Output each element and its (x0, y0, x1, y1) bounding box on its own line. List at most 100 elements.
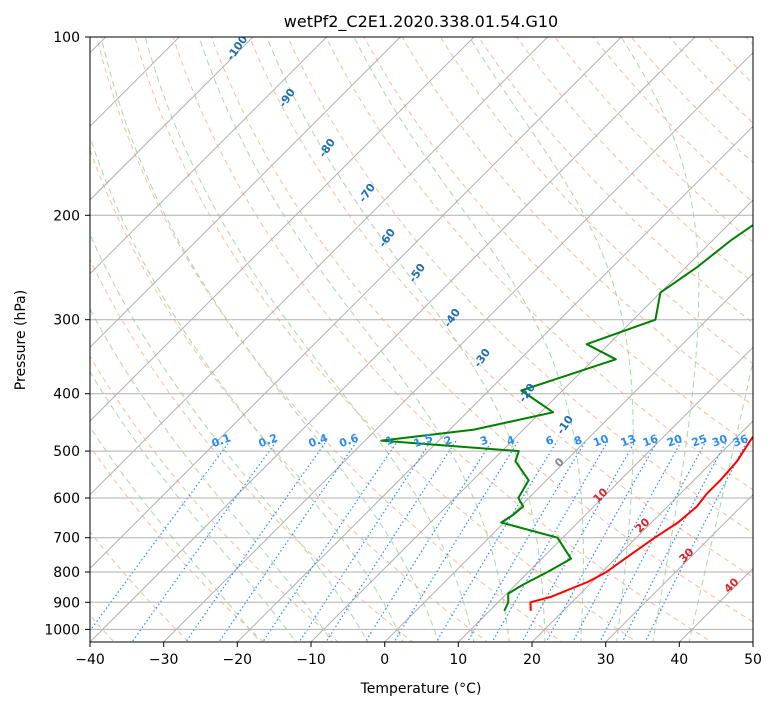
background-lines (0, 10, 775, 654)
dry-adiabat-line (248, 37, 753, 578)
mixing-ratio-label: 4 (505, 433, 517, 448)
moist-adiabat-label: 20 (633, 515, 653, 535)
mixing-ratio-line (90, 440, 231, 632)
dry-adiabat-line (210, 37, 753, 623)
moist-adiabat-label: 30 (677, 545, 697, 565)
isotherm-line (90, 37, 254, 201)
y-tick-label: 600 (53, 491, 80, 507)
mixing-ratio-line (131, 440, 278, 642)
x-tick-label: 30 (597, 652, 615, 668)
mixing-ratio-label: 1 (384, 433, 396, 448)
y-tick-label: 200 (53, 208, 80, 224)
dry-adiabat-line (287, 37, 753, 534)
mixing-ratio-line (466, 440, 587, 642)
isotherm-line (531, 420, 753, 642)
isotherm-line (90, 37, 181, 128)
sounding-line (380, 223, 753, 612)
mixing-ratio-line (644, 440, 748, 642)
isotherm-line (0, 10, 59, 654)
y-axis: 100 200 300 400 500 600 700 800 900 1000 (44, 30, 90, 638)
mixing-ratio-label: 20 (665, 432, 684, 450)
mixing-ratio-label: 13 (619, 432, 638, 449)
mixing-ratio-label: 2 (442, 433, 454, 448)
dry-adiabat-line (516, 37, 753, 284)
x-tick-label: −10 (296, 652, 326, 668)
moist-adiabat-line (90, 426, 261, 642)
moist-adiabat-line (90, 232, 369, 642)
y-tick-label: 100 (53, 30, 80, 46)
moist-adiabat-line (90, 370, 297, 642)
moist-adiabat-line (353, 37, 584, 642)
moist-adiabat-line (688, 358, 753, 642)
x-tick-label: 50 (744, 652, 762, 668)
dry-adiabat-line (401, 37, 753, 406)
isotherm-line (90, 37, 402, 349)
dry-adiabat-line (592, 37, 753, 203)
dry-adiabat-line (90, 148, 489, 642)
y-tick-label: 700 (53, 531, 80, 547)
isotherm-line (90, 37, 328, 275)
isotherm-line (752, 641, 753, 642)
x-tick-label: −40 (75, 652, 105, 668)
mixing-ratio-label: 10 (591, 432, 610, 450)
mixing-ratio-line (621, 440, 728, 642)
dry-adiabat-line (668, 37, 753, 124)
mixing-ratio-line (491, 440, 609, 642)
mixing-ratio-line (262, 440, 399, 642)
dry-adiabat-line (90, 445, 265, 642)
dry-adiabat-line (745, 37, 753, 46)
mixing-ratio-line (298, 440, 432, 642)
dry-adiabat-line (478, 37, 753, 324)
dry-adiabat-label: -60 (376, 226, 398, 250)
dry-adiabat-label: -30 (471, 346, 493, 370)
dry-adiabat-label: -40 (441, 306, 463, 330)
dry-adiabat-label: -90 (276, 86, 298, 110)
mixing-ratio-label: 6 (544, 433, 556, 448)
mixing-ratio-line (545, 440, 659, 642)
y-tick-label: 1000 (44, 622, 80, 638)
x-tick-label: 20 (523, 652, 541, 668)
dry-adiabat-line (90, 355, 339, 642)
mixing-ratio-line (572, 440, 683, 642)
series-layer (380, 223, 753, 612)
dry-adiabat-line (439, 37, 753, 365)
mixing-ratio-label: 0.6 (338, 431, 361, 450)
plot-frame (89, 36, 754, 643)
mixing-ratio-line (325, 440, 457, 642)
dry-adiabat-line (134, 37, 638, 642)
isotherm-line (310, 199, 753, 642)
dry-adiabat-line (96, 37, 564, 642)
moist-adiabat-line (469, 37, 634, 642)
mixing-ratio-label: 0.1 (210, 431, 233, 450)
x-axis: −40 −30 −20 −10 0 10 20 30 40 50 (75, 642, 762, 668)
y-tick-label: 500 (53, 444, 80, 460)
x-tick-label: 40 (670, 652, 688, 668)
moist-adiabat-line (620, 37, 700, 642)
dry-adiabat-label: -50 (406, 261, 428, 285)
mixing-ratio-label: 25 (690, 432, 709, 449)
y-axis-label: Pressure (hPa) (13, 290, 29, 390)
dry-adiabat-line (363, 37, 753, 448)
isotherm-line (162, 51, 753, 642)
moist-adiabat-line (100, 37, 440, 642)
mixing-ratio-line (218, 440, 358, 642)
isotherm-line (90, 37, 696, 642)
moist-adiabat-label: 10 (591, 485, 611, 505)
mixing-ratio-label: 3 (478, 433, 490, 448)
mixing-ratio-label: 1.5 (412, 431, 435, 450)
isobar-gridlines (90, 37, 753, 630)
mixing-ratio-label: 0.4 (307, 431, 330, 450)
isotherm-line (236, 125, 753, 642)
isotherm-line (457, 346, 753, 642)
isotherm-line (90, 37, 475, 422)
mixing-ratio-label: 30 (710, 432, 729, 450)
dry-adiabat-line (758, 10, 775, 654)
mixing-ratio-label: 36 (731, 432, 750, 450)
isotherm-line (90, 37, 549, 496)
x-tick-label: 0 (380, 652, 389, 668)
moist-adiabat-line (266, 37, 546, 642)
dry-adiabat-label: -80 (316, 136, 338, 160)
dry-adiabat-line (90, 258, 414, 642)
dry-adiabat-label: -70 (356, 181, 378, 205)
